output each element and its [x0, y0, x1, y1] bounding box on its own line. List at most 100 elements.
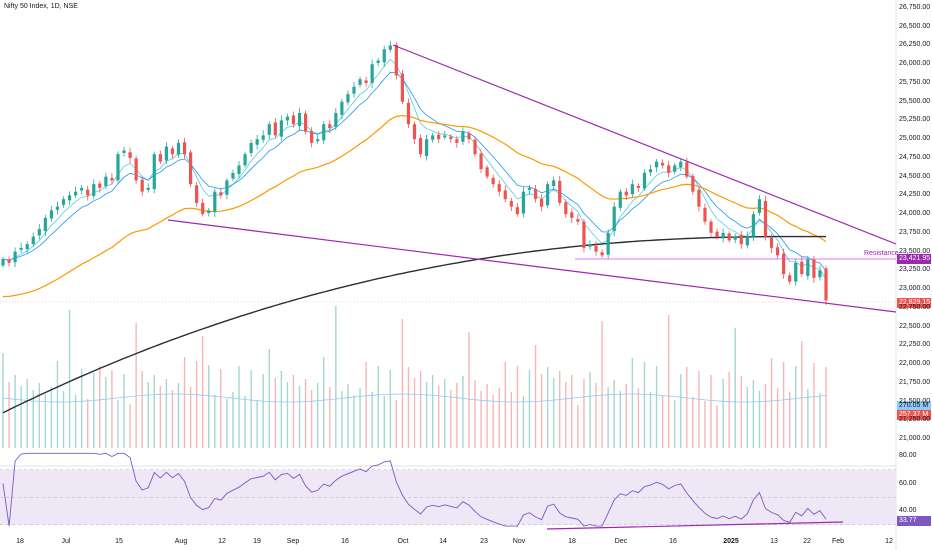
- volume-bar: [56, 361, 59, 448]
- candle: [751, 214, 755, 237]
- time-axis-tick: 12: [885, 538, 893, 545]
- volume-tag: 257.37 M: [897, 410, 931, 420]
- candle: [170, 148, 175, 155]
- price-axis-tick: 21,000.00: [899, 435, 931, 442]
- candle: [467, 133, 471, 140]
- rsi-line: [2, 452, 827, 527]
- volume-bar: [722, 379, 724, 448]
- price-axis-tick: 26,500.00: [899, 22, 931, 30]
- volume-bar: [32, 390, 34, 448]
- volume-bar: [583, 379, 585, 448]
- price-axis-tick: 25,000.00: [899, 135, 931, 143]
- candle: [594, 245, 598, 252]
- volume-bar: [680, 374, 682, 448]
- candle: [388, 45, 392, 50]
- candle: [340, 101, 344, 115]
- volume-bar: [552, 378, 555, 448]
- candle: [370, 64, 374, 83]
- volume-bar: [316, 383, 319, 448]
- candle: [207, 210, 211, 213]
- volume-bar: [26, 379, 28, 448]
- volume-bar: [80, 369, 83, 448]
- volume-bar: [752, 380, 755, 448]
- candle: [473, 139, 477, 155]
- rsi-axis-tick: 80.00: [899, 452, 917, 459]
- price-axis-tick: 21,250.00: [899, 416, 931, 424]
- volume-bar: [50, 387, 53, 448]
- volume-bar: [801, 341, 803, 448]
- volume-bar: [516, 366, 519, 448]
- candle: [92, 184, 96, 196]
- candle: [1, 259, 5, 266]
- volume-bar: [431, 375, 434, 448]
- volume-bar: [389, 370, 391, 448]
- candle: [479, 153, 483, 170]
- candle: [782, 253, 786, 275]
- candle: [98, 183, 102, 188]
- time-axis-tick: Sep: [286, 538, 300, 545]
- candle: [757, 199, 762, 213]
- candle: [382, 49, 386, 63]
- rsi-trendline: [546, 521, 844, 530]
- rsi-axis-tick: 60.00: [899, 479, 917, 487]
- volume-bar: [462, 376, 464, 448]
- volume-bar: [256, 400, 258, 448]
- candle: [824, 268, 828, 301]
- candle: [685, 162, 689, 177]
- volume-bar: [310, 390, 313, 448]
- volume-bar: [365, 362, 367, 448]
- candle: [485, 167, 489, 177]
- candle: [37, 229, 41, 236]
- candle: [291, 115, 296, 125]
- candle: [364, 80, 368, 83]
- volume-bar: [819, 393, 821, 448]
- ema-fast-line: [2, 71, 827, 271]
- time-axis-tick: 22: [803, 538, 811, 545]
- candle: [412, 124, 417, 140]
- volume-bar: [401, 319, 404, 448]
- price-axis-tick: 22,000.00: [899, 360, 931, 368]
- volume-bar: [704, 401, 706, 448]
- candle: [552, 180, 556, 186]
- volume-bar: [607, 387, 609, 448]
- volume-bar: [274, 378, 277, 448]
- candle: [116, 154, 120, 181]
- volume-bar: [540, 374, 543, 448]
- volume-bar: [377, 366, 379, 448]
- volume-bar: [728, 372, 730, 448]
- volume-bar: [14, 375, 16, 448]
- upper-trendline: [392, 44, 897, 245]
- volume-bar: [625, 384, 628, 448]
- volume-bar: [764, 384, 767, 448]
- last-price-tag: 22,829.15: [897, 298, 931, 308]
- volume-bar: [74, 395, 77, 448]
- candle: [533, 189, 538, 200]
- candle: [316, 139, 320, 142]
- volume-bar: [407, 367, 410, 448]
- volume-bar: [528, 370, 531, 448]
- candle: [49, 210, 54, 219]
- volume-bar: [577, 405, 579, 448]
- price-axis-tick: 21,750.00: [899, 378, 931, 386]
- rsi-value-tag: 33.77: [897, 516, 931, 526]
- candle: [273, 122, 277, 136]
- time-axis-tick: Aug: [174, 538, 188, 545]
- candle: [322, 124, 326, 141]
- volume-bar: [486, 384, 488, 448]
- candle: [195, 185, 199, 203]
- candle: [715, 231, 719, 237]
- candle: [648, 169, 653, 173]
- candle: [394, 44, 398, 76]
- resistance-label: Resistance: [864, 250, 899, 257]
- time-axis-tick: 16: [669, 538, 677, 545]
- volume-bar: [649, 392, 652, 448]
- volume-bar: [589, 372, 591, 448]
- volume-bar: [62, 391, 65, 448]
- candle: [667, 165, 671, 173]
- candle: [769, 237, 774, 248]
- volume-bar: [510, 392, 513, 448]
- volume-bar: [667, 315, 670, 448]
- candle: [624, 191, 628, 196]
- volume-bar: [323, 357, 325, 448]
